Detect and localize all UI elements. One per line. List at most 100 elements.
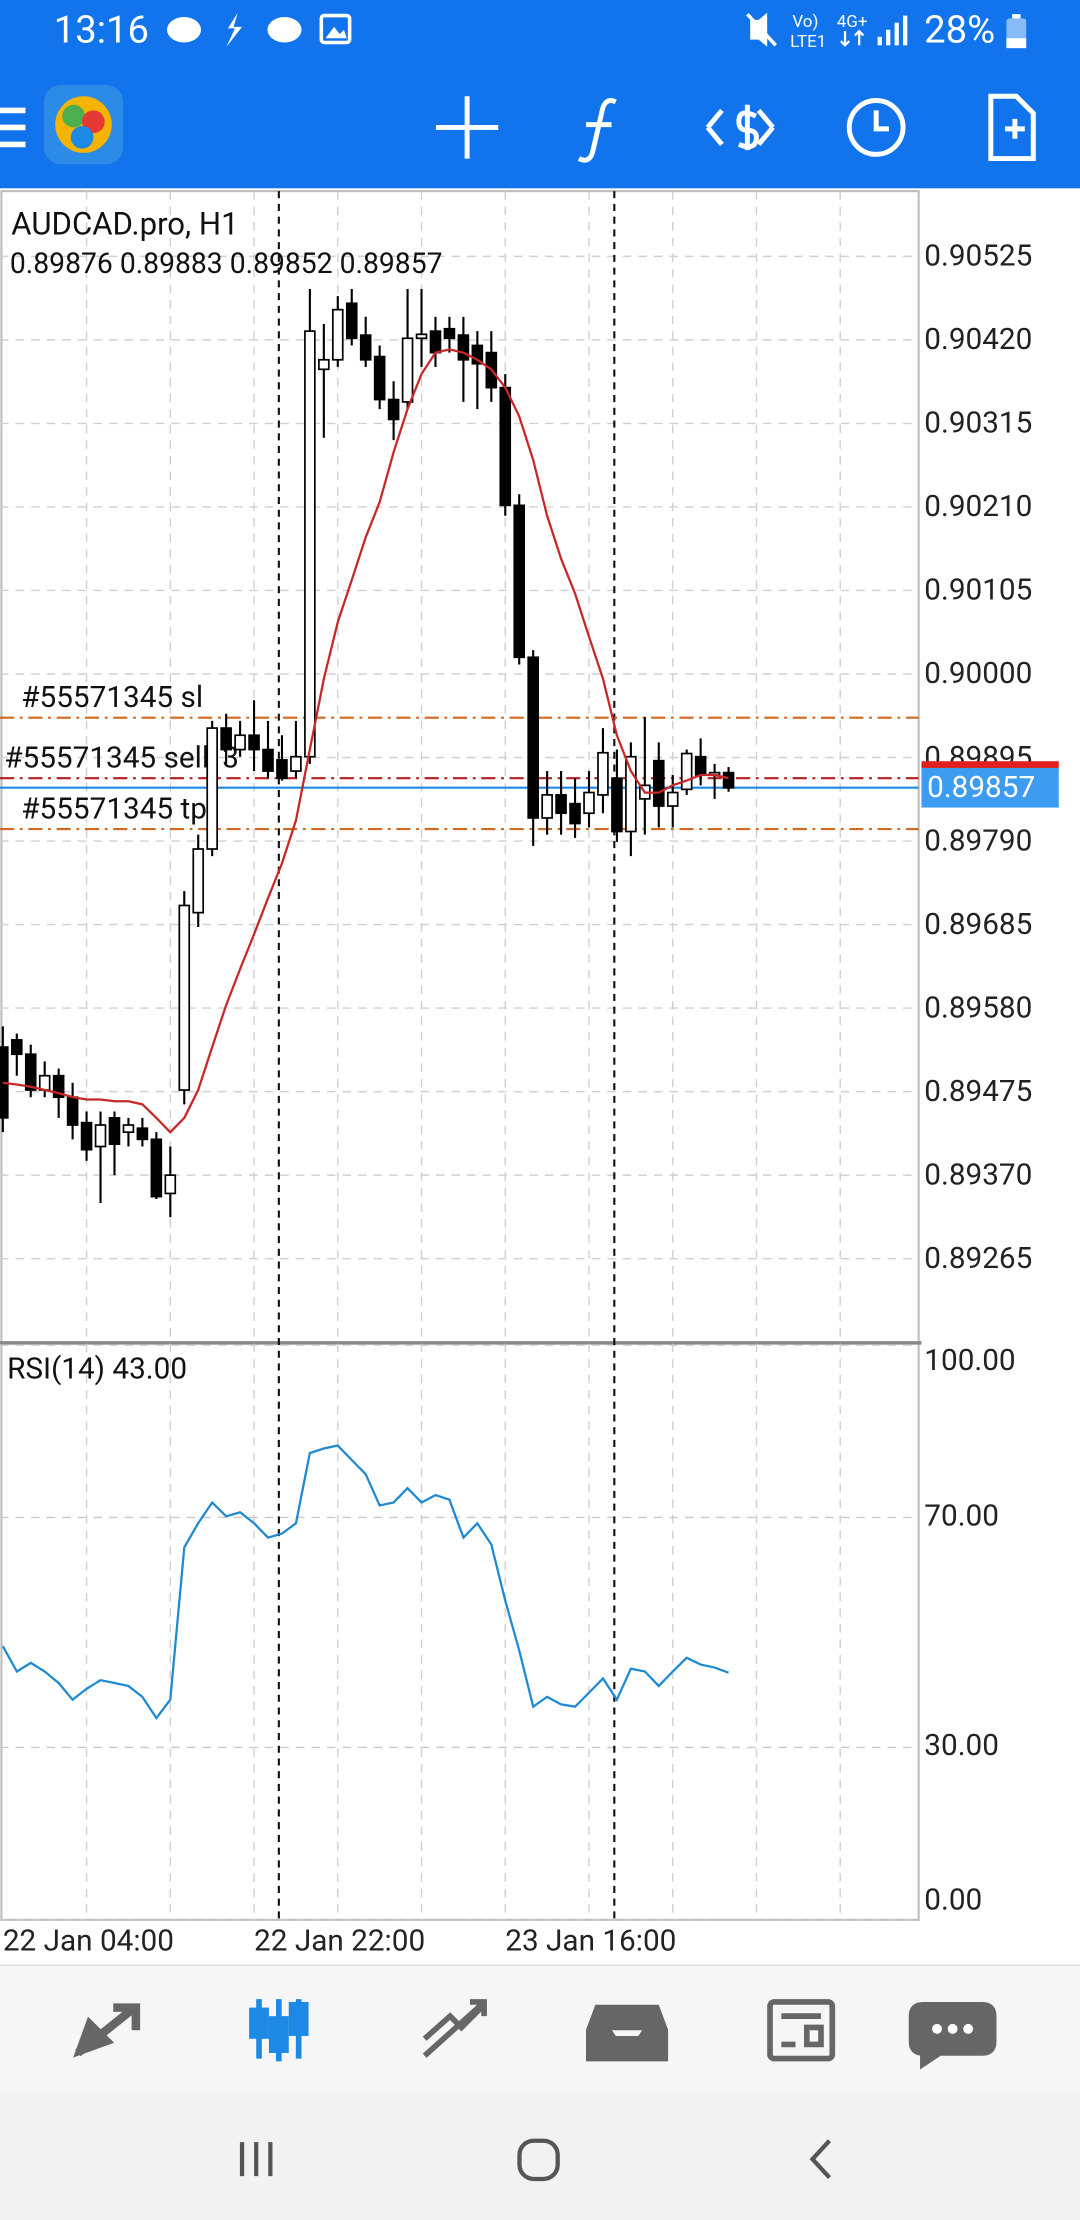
candle-body	[122, 1124, 135, 1134]
candle-body	[220, 727, 232, 751]
ohlc-header: 0.89876 0.89883 0.89852 0.89857	[10, 248, 443, 281]
candles	[0, 288, 735, 1721]
time-label: 22 Jan 22:00	[254, 1923, 425, 1958]
nav-icons[interactable]	[73, 1999, 997, 2070]
bottom-nav	[0, 1965, 1080, 2093]
price-tick-label: 0.90210	[924, 489, 1032, 524]
status-time: 13:16	[54, 9, 149, 53]
candle-body	[52, 1074, 65, 1099]
price-tick-label: 0.89685	[924, 907, 1032, 942]
candle-body	[359, 334, 372, 361]
bid-label: 0.89857	[927, 770, 1035, 805]
candle-body	[541, 794, 553, 819]
price-tick-label: 0.90105	[924, 573, 1032, 608]
candle-body	[164, 1174, 177, 1195]
candle-body	[66, 1096, 79, 1126]
candle-body	[387, 398, 400, 421]
app-bar	[0, 0, 1080, 189]
orders: #55571345 sl #55571345 sell, 3 #55571345 t…	[0, 680, 919, 831]
rsi-value: 43.00	[112, 1351, 187, 1386]
grid	[0, 191, 919, 1921]
rsi-line	[1, 1444, 729, 1721]
candle-body	[192, 848, 205, 914]
candle-body	[513, 504, 526, 659]
rsi-name: RSI(14)	[7, 1351, 105, 1386]
candle-body	[24, 1053, 37, 1091]
overlay: 0.90525 0.90420 0.90315 0.90210 0.90105 0.900…	[3, 239, 1059, 1958]
chat-dots	[932, 2023, 974, 2034]
price-tick-label: 0.89265	[924, 1241, 1032, 1276]
price-tick-label: 0.89475	[924, 1074, 1032, 1109]
ask-marker	[921, 761, 1059, 770]
price-tick-label: 0.89370	[924, 1157, 1032, 1192]
candle-body	[415, 333, 428, 340]
candle-body	[304, 330, 316, 758]
candle-body	[429, 330, 442, 354]
candle-body	[178, 904, 191, 1091]
candle-body	[262, 748, 274, 772]
candle-body	[471, 344, 484, 365]
candle-body	[694, 755, 707, 776]
ohlc-open: 0.89876	[10, 248, 113, 281]
order-label: #55571345 sell, 3	[4, 741, 239, 776]
time-label: 22 Jan 04:00	[3, 1923, 174, 1958]
price-tick-label: 0.90000	[924, 656, 1032, 691]
candle-body	[136, 1127, 149, 1141]
candle-body	[10, 1039, 23, 1056]
chart-frame	[0, 190, 920, 1921]
candle-body	[666, 791, 679, 807]
system-nav-buttons[interactable]	[239, 2138, 832, 2182]
price-tick-label: 0.90525	[924, 239, 1032, 274]
rsi-tick-label: 100.00	[924, 1343, 1015, 1378]
candle-body	[457, 334, 470, 361]
candle-body	[373, 355, 386, 401]
app-logo[interactable]	[43, 84, 124, 165]
candle-body	[318, 358, 330, 371]
candle-body	[443, 327, 456, 340]
toolbar-icons[interactable]	[435, 93, 1036, 163]
candle-body	[108, 1117, 121, 1145]
candle-body	[652, 759, 665, 807]
rsi-tick-label: 70.00	[924, 1498, 999, 1533]
candle-body	[38, 1074, 51, 1091]
candle-body	[150, 1138, 163, 1198]
network-vo: Vo)	[792, 12, 818, 32]
rsi-tick-label: 30.00	[924, 1728, 999, 1763]
candle-body	[80, 1121, 93, 1151]
order-label: #55571345 tp	[21, 792, 207, 827]
candle-body	[290, 755, 302, 772]
battery-level: 28%	[924, 9, 995, 53]
ohlc-close: 0.89857	[340, 248, 443, 281]
order-label: #55571345 sl	[21, 680, 203, 715]
rsi-tick-label: 0.00	[924, 1882, 982, 1917]
candle-body	[527, 656, 539, 819]
bid-label-box	[921, 767, 1059, 808]
candle-body	[611, 777, 623, 833]
ohlc-high: 0.89883	[120, 248, 223, 281]
price-tick-label: 0.90420	[924, 322, 1032, 357]
chart-title: AUDCAD.pro, H1	[11, 206, 238, 243]
price-tick-label: 0.90315	[924, 406, 1032, 441]
data-arrows	[839, 29, 865, 47]
menu-button[interactable]	[0, 107, 26, 148]
time-label: 23 Jan 16:00	[505, 1923, 676, 1958]
candle-body	[499, 386, 512, 507]
candle-body	[555, 794, 567, 815]
candle-body	[276, 759, 288, 780]
price-tick-label: 0.89580	[924, 990, 1032, 1025]
candle-body	[331, 308, 344, 361]
candle-body	[206, 727, 218, 850]
candle-body	[722, 771, 735, 789]
system-nav	[0, 2092, 1080, 2220]
ohlc-low: 0.89852	[230, 248, 333, 281]
candle-body	[234, 734, 246, 751]
candle-body	[569, 802, 581, 825]
candle-body	[625, 755, 637, 833]
candle-body	[94, 1124, 107, 1148]
price-tick-label: 0.89790	[924, 823, 1032, 858]
candle-body	[345, 302, 358, 340]
candle-body	[680, 752, 693, 791]
status-icons	[167, 12, 1027, 49]
